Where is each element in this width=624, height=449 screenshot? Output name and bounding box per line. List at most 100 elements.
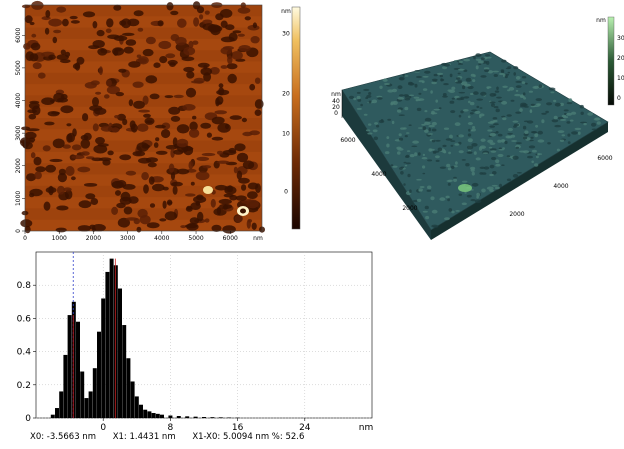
y-tick-label: 0.4 [17, 348, 32, 358]
colorbar-tick-label: 20 [617, 55, 624, 62]
right-axis-tick-label: 4000 [553, 183, 568, 190]
afm-3d-side-left [342, 90, 431, 240]
histogram-bar [218, 417, 223, 418]
histogram-bar [92, 368, 97, 418]
z-tick-label: 0 [334, 110, 338, 117]
y-tick-label: 0 [15, 229, 22, 233]
colorbar-tick-label: 0 [617, 95, 621, 102]
right-axis-tick-label: 6000 [597, 155, 612, 162]
histogram-bar [76, 321, 80, 418]
height-histogram: 0 8 16 24 nm 0 0.2 0.4 0.6 0.8 [17, 251, 373, 433]
x-tick-label: 16 [232, 423, 244, 432]
colorbar-unit-label: nm [281, 8, 291, 15]
histogram-bar [67, 315, 72, 418]
histogram-bar [109, 258, 114, 418]
histogram-bar [185, 416, 190, 418]
colorbar-tick-label: 10 [617, 75, 624, 82]
colorbar-tick-label: 30 [282, 31, 290, 38]
afm-2d-bright-feature [203, 186, 213, 194]
histogram-bar [55, 408, 59, 418]
afm-2d-frame [24, 4, 263, 232]
afm-2d-domains [19, 0, 265, 234]
histogram-bar [63, 354, 68, 418]
afm-2d-image-panel: 0 1000 2000 3000 4000 5000 6000 nm 0 1000 2000 3000… [0, 0, 310, 246]
afm-2d-pit [240, 208, 246, 214]
y-tick-label: 0 [25, 414, 31, 424]
x-tick-label: 6000 [223, 235, 238, 242]
left-axis-tick-label: 4000 [371, 171, 386, 178]
colorbar-tick-label: 10 [282, 131, 290, 138]
afm-3d-colorbar [607, 16, 615, 106]
x-tick-label: 1000 [52, 235, 67, 242]
histogram-bar [210, 417, 215, 418]
histogram-bar [71, 301, 76, 418]
y-tick-label: 3000 [15, 125, 22, 140]
histogram-bar [130, 381, 135, 418]
colorbar-tick-label: 0 [284, 188, 288, 195]
afm-2d-image: 0 1000 2000 3000 4000 5000 6000 nm 0 1000 2000 3000… [15, 0, 301, 242]
histogram-bar [168, 415, 173, 418]
x-tick-label: 2000 [86, 235, 101, 242]
y-tick-label: 1000 [15, 191, 22, 206]
z-tick-label: 20 [332, 104, 340, 111]
histogram-bar [134, 396, 139, 418]
histogram-bar [97, 331, 101, 418]
histogram-bar [118, 288, 122, 418]
histogram-bar [113, 265, 118, 418]
histogram-bar [59, 391, 64, 418]
afm-3d-side-right [431, 122, 608, 240]
cursor-diff-readout: X1-X0: 5.0094 nm %: 52.6 [192, 432, 305, 442]
x-tick-label: 0 [100, 423, 106, 432]
histogram-bar [139, 404, 143, 418]
x-tick-label: 24 [299, 423, 311, 432]
y-tick-label: 0.6 [17, 314, 32, 324]
afm-3d-surface [341, 51, 609, 231]
height-histogram-panel: 0 8 16 24 nm 0 0.2 0.4 0.6 0.8 [0, 246, 390, 433]
x-tick-label: 0 [23, 235, 27, 242]
x-unit-label: nm [253, 235, 263, 242]
x-tick-label: 8 [168, 423, 174, 432]
left-axis-tick-label: 2000 [402, 205, 417, 212]
y-tick-label: 0.2 [17, 381, 31, 391]
y-tick-label: 2000 [15, 158, 22, 173]
cursor-x0-readout: X0: -3.5663 nm [30, 432, 96, 442]
histogram-bar [84, 398, 89, 418]
x-tick-label: 3000 [120, 235, 135, 242]
right-axis-tick-label: 2000 [509, 211, 524, 218]
cursor-x1-readout: X1: 1.4431 nm [112, 432, 176, 442]
x-tick-label: 5000 [188, 235, 203, 242]
colorbar-tick-label: 30 [617, 35, 624, 42]
histogram-bar [101, 298, 106, 418]
histogram-bar [50, 414, 55, 418]
afm-2d-colorbar [291, 6, 301, 230]
histogram-bar [105, 271, 110, 418]
afm-3d-texture [348, 53, 601, 228]
y-tick-label: 5000 [15, 60, 22, 75]
histogram-bar [151, 413, 156, 418]
colorbar-tick-label: 20 [282, 91, 290, 98]
histogram-bar [193, 416, 198, 418]
x-unit-label: nm [359, 423, 373, 432]
left-axis-tick-label: 6000 [340, 137, 355, 144]
histogram-bar [122, 325, 127, 418]
histogram-bar [147, 411, 152, 418]
histogram-bar [155, 413, 160, 418]
histogram-bar [176, 416, 181, 418]
afm-3d-view-panel: nm 40 20 0 6000 4000 2000 6000 4000 2000 nm 30 20 10 0 [318, 0, 624, 246]
y-tick-label: 6000 [15, 27, 22, 42]
histogram-plot-area [35, 251, 373, 419]
cursor-readout: X0: -3.5663 nm X1: 1.4431 nm X1-X0: 5.00… [30, 432, 318, 442]
histogram-bar [160, 414, 164, 418]
histogram-bar [126, 358, 131, 418]
z-unit-label: nm [331, 91, 341, 98]
histogram-bar [143, 409, 148, 418]
y-tick-label: 0.8 [17, 281, 32, 291]
histogram-bar [88, 391, 93, 418]
histogram-bar [80, 371, 85, 418]
histogram-bar [202, 417, 206, 418]
colorbar-unit-label: nm [596, 17, 606, 24]
histogram-bar [227, 417, 232, 418]
z-tick-label: 40 [332, 98, 340, 105]
y-tick-label: 4000 [15, 93, 22, 108]
